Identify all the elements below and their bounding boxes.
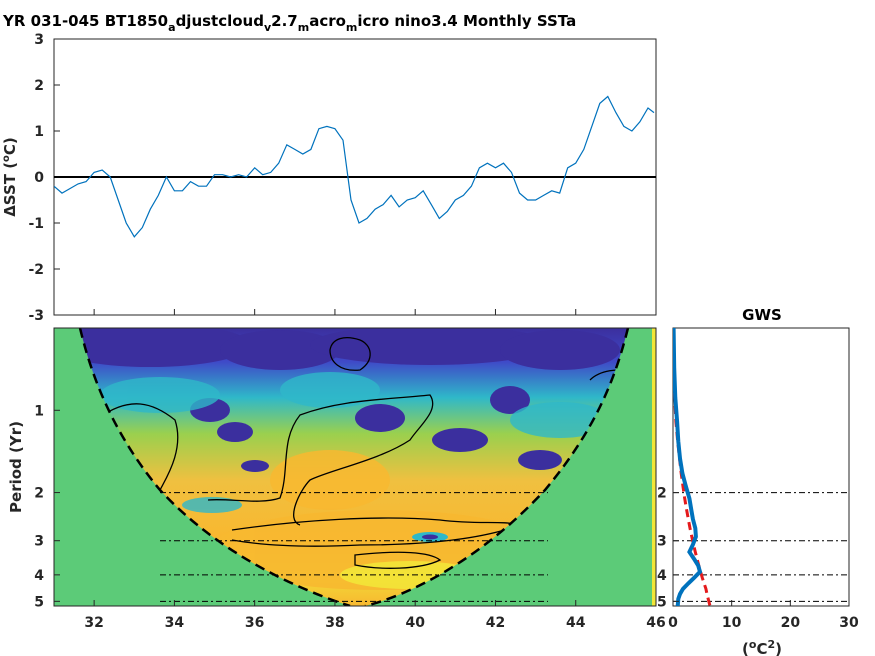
gws-y-tick-label: 3 [657,534,667,550]
gws-y-ticks: 2 3 4 5 [657,486,679,610]
gws-x-tick-label: 20 [781,615,801,631]
wavelet-y-tick-label: 5 [34,594,44,610]
gws-x-tick-label: 0 [668,615,678,631]
gws-power-line [673,328,703,606]
wavelet-x-tick-label: 34 [165,615,185,631]
top-y-tick-label: 1 [34,124,44,140]
cone-of-influence-boundary [78,328,351,606]
sst-series-line [54,95,655,238]
wavelet-x-tick-label: 46 [646,615,665,631]
wavelet-local-min-core [422,534,438,540]
wavelet-y-ticks: 1 2 3 4 5 [34,403,60,610]
period-y-axis-label: Period (Yr) [7,421,25,513]
reference-period-lines [160,492,548,602]
wavelet-x-tick-label: 38 [325,615,344,631]
wavelet-y-tick-label: 1 [34,403,44,419]
wavelet-y-tick-label: 4 [34,568,44,584]
gws-y-tick-label: 2 [657,486,667,502]
gws-y-tick-label: 5 [657,594,667,610]
wavelet-x-ticks: 32 34 36 38 40 42 44 46 [84,600,666,631]
top-x-ticks [93,309,657,315]
cone-of-influence-right [365,328,656,606]
wavelet-x-tick-label: 42 [486,615,505,631]
top-y-tick-label: -3 [28,308,44,324]
gws-y-tick-label: 4 [657,568,667,584]
top-y-tick-label: 0 [34,170,44,186]
wavelet-right-edge-strip [652,328,656,606]
wavelet-x-tick-label: 44 [566,615,586,631]
cone-of-influence-boundary-right [364,328,630,606]
wavelet-y-tick-label: 2 [34,486,44,502]
gws-x-ticks: 0 10 20 30 [668,600,859,631]
top-y-tick-label: 3 [34,32,44,48]
gws-x-tick-label: 30 [839,615,859,631]
gws-plot-area [672,327,850,607]
top-y-ticks: 3 2 1 0 -1 -2 -3 [28,32,60,324]
cone-of-influence-left [54,328,350,606]
gws-title: GWS [742,306,782,324]
wavelet-x-tick-label: 40 [405,615,425,631]
chart-title: YR 031-045 BT1850adjustcloudv2.7macromic… [2,12,576,34]
wavelet-x-tick-label: 32 [84,615,103,631]
gws-x-axis-label: (oC2) [742,638,782,656]
top-y-tick-label: -2 [28,262,44,278]
wavelet-x-tick-label: 36 [245,615,264,631]
global-wavelet-spectrum-panel: GWS 2 3 4 5 0 10 20 30 (oC2) [657,306,859,656]
wavelet-frame [53,327,657,607]
wavelet-mid-power-patches [100,372,610,513]
gws-x-tick-label: 10 [722,615,742,631]
top-y-tick-label: -1 [28,216,44,232]
sst-y-axis-label: ΔSST (oC) [1,137,19,217]
top-y-tick-label: 2 [34,78,44,94]
sst-time-series-panel: 3 2 1 0 -1 -2 -3 ΔSST (oC) [1,32,657,324]
wavelet-y-tick-label: 3 [34,534,44,550]
